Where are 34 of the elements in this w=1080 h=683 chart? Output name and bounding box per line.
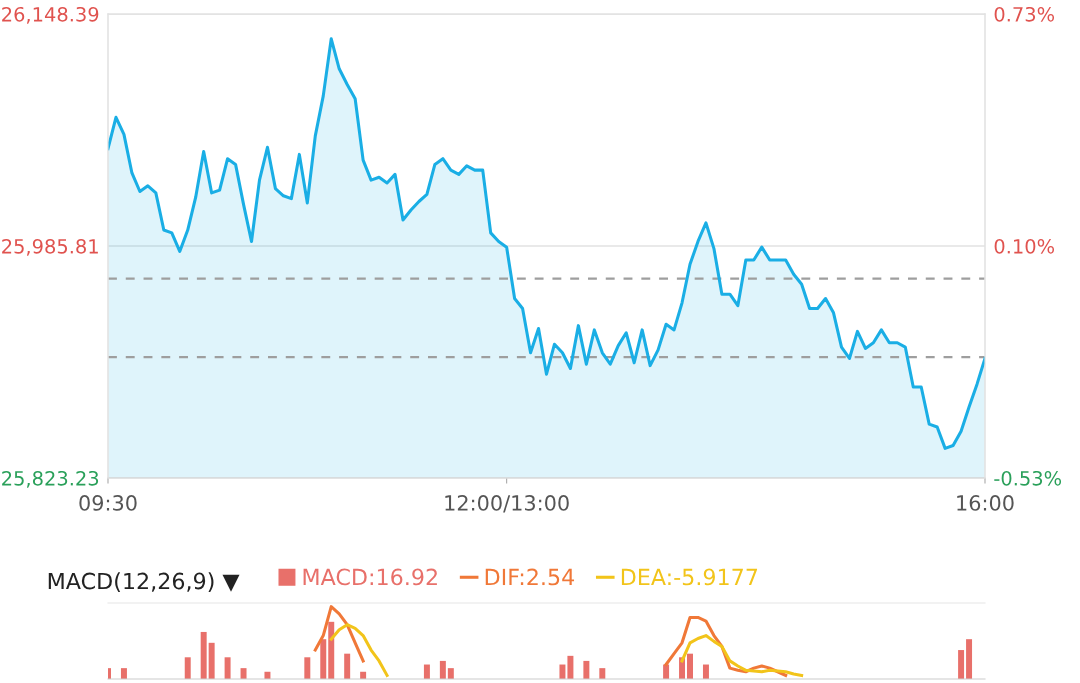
y2-tick-label: 0.73% <box>994 6 1055 22</box>
bar <box>567 655 574 679</box>
bar <box>304 657 311 679</box>
bar <box>328 621 335 679</box>
bar <box>120 668 127 679</box>
x-tick-label: 16:00 <box>957 495 1014 511</box>
y-tick-label: 26,148.39 <box>2 6 99 24</box>
x-tick-label: 09:30 <box>79 495 137 511</box>
y-tick-label: 25,985.81 <box>2 238 98 256</box>
bar <box>583 660 590 679</box>
legend-label: DEA:-5.9177 <box>621 568 758 586</box>
legend-label: MACD:16.92 <box>303 568 437 586</box>
bar <box>200 631 207 679</box>
legend-label: DIF:2.54 <box>485 568 575 586</box>
bar <box>966 639 973 679</box>
bar <box>423 664 430 679</box>
bar <box>224 657 231 679</box>
bar <box>184 657 191 679</box>
bar <box>559 664 566 679</box>
y-tick-label: 25,823.23 <box>2 470 99 488</box>
bar <box>447 668 454 679</box>
bar <box>599 668 606 679</box>
chart-title: MACD(12,26,9) ▼ <box>48 572 240 593</box>
bar <box>208 642 215 679</box>
bar <box>702 664 709 679</box>
y2-tick-label: -0.53% <box>994 470 1062 486</box>
bar <box>240 668 247 679</box>
bar <box>320 639 327 679</box>
bar <box>344 653 351 679</box>
bar <box>687 653 693 679</box>
y2-tick-label: 0.10% <box>994 238 1055 254</box>
bar <box>439 660 446 679</box>
bar <box>958 650 965 679</box>
x-tick-label: 12:00/13:00 <box>445 495 569 513</box>
